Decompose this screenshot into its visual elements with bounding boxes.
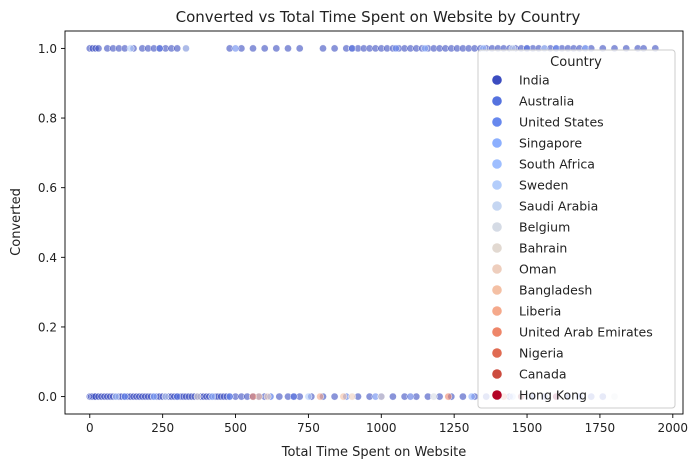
legend-label: Bangladesh [519,283,592,298]
data-point [231,44,240,53]
data-point [173,392,182,401]
data-point [150,392,158,401]
x-tick-label: 0 [86,421,94,435]
x-axis-ticks: 0 250 500 750 1000 1250 1500 1750 2000 [86,414,688,435]
data-point [348,44,356,53]
data-point [275,392,284,401]
data-point [94,44,103,53]
legend-label: Canada [519,367,567,382]
data-point [208,392,217,401]
data-point [316,392,324,401]
y-tick-label: 0.6 [38,181,57,195]
legend-label: Oman [519,262,557,277]
legend-label: Bahrain [519,241,567,256]
data-point [272,44,281,53]
legend-label: Belgium [519,220,570,235]
data-point [289,392,298,401]
y-tick-label: 1.0 [38,42,57,56]
y-axis-ticks: 0.0 0.2 0.4 0.6 0.8 1.0 [38,42,65,404]
legend-marker [492,369,502,379]
data-point [182,44,190,53]
data-point [249,44,257,53]
legend-label: United States [519,115,604,130]
legend-marker [492,138,502,148]
data-point [249,392,257,401]
legend-label: South Africa [519,157,595,172]
x-tick-label: 750 [297,421,320,435]
data-point [120,392,129,401]
legend-label: Liberia [519,304,561,319]
legend-marker [492,348,502,358]
chart-title: Converted vs Total Time Spent on Website… [176,8,581,26]
legend-marker [492,201,502,211]
data-point [263,392,272,401]
x-tick-label: 500 [224,421,247,435]
x-axis-label: Total Time Spent on Website [281,445,467,460]
legend-marker [492,264,502,274]
legend-label: India [519,73,550,88]
y-tick-label: 0.4 [38,251,57,265]
data-point [330,392,339,401]
data-point [429,392,438,401]
data-point [260,44,269,53]
data-point [112,392,120,401]
legend-label: Hong Kong [519,388,587,403]
data-point [173,44,182,53]
legend-marker [492,75,502,85]
x-tick-label: 1750 [585,421,616,435]
data-point [459,392,467,401]
legend-marker [492,222,502,232]
data-point [389,392,397,401]
legend-marker [492,117,502,127]
data-point [225,392,234,401]
legend: Country India Australia United States Singa… [477,49,676,409]
data-point [330,44,339,53]
legend-label: Singapore [519,136,582,151]
y-tick-label: 0.0 [38,390,57,404]
x-tick-label: 250 [151,421,174,435]
data-point [295,44,304,53]
data-point [467,392,476,401]
legend-label: Australia [519,94,574,109]
data-point [126,44,135,53]
y-tick-label: 0.8 [38,112,57,126]
legend-marker [492,243,502,253]
data-point [161,392,170,401]
legend-title: Country [550,55,602,70]
x-tick-label: 1250 [439,421,470,435]
legend-label: Sweden [519,178,568,193]
data-point [377,392,386,401]
legend-marker [492,285,502,295]
legend-items: India Australia United States Singapore Sout… [492,73,653,403]
legend-marker [492,306,502,316]
data-point [421,44,429,53]
x-tick-label: 1000 [366,421,397,435]
legend-box [477,49,676,409]
data-point [444,392,453,401]
x-tick-label: 2000 [658,421,689,435]
data-point [155,44,164,53]
legend-label: United Arab Emirates [519,325,653,340]
data-point [348,392,356,401]
data-point [304,392,313,401]
legend-marker [492,96,502,106]
legend-marker [492,159,502,169]
legend-label: Saudi Arabia [519,199,598,214]
data-point [193,392,202,401]
y-axis-label: Converted [9,188,24,256]
data-point [319,44,327,53]
data-point [392,44,400,53]
data-point [406,392,415,401]
legend-label: Nigeria [519,346,564,361]
x-tick-label: 1500 [512,421,543,435]
legend-marker [492,327,502,337]
legend-marker [492,180,502,190]
legend-marker [492,390,502,400]
data-point [284,44,292,53]
data-point [339,392,348,401]
y-tick-label: 0.2 [38,320,57,334]
